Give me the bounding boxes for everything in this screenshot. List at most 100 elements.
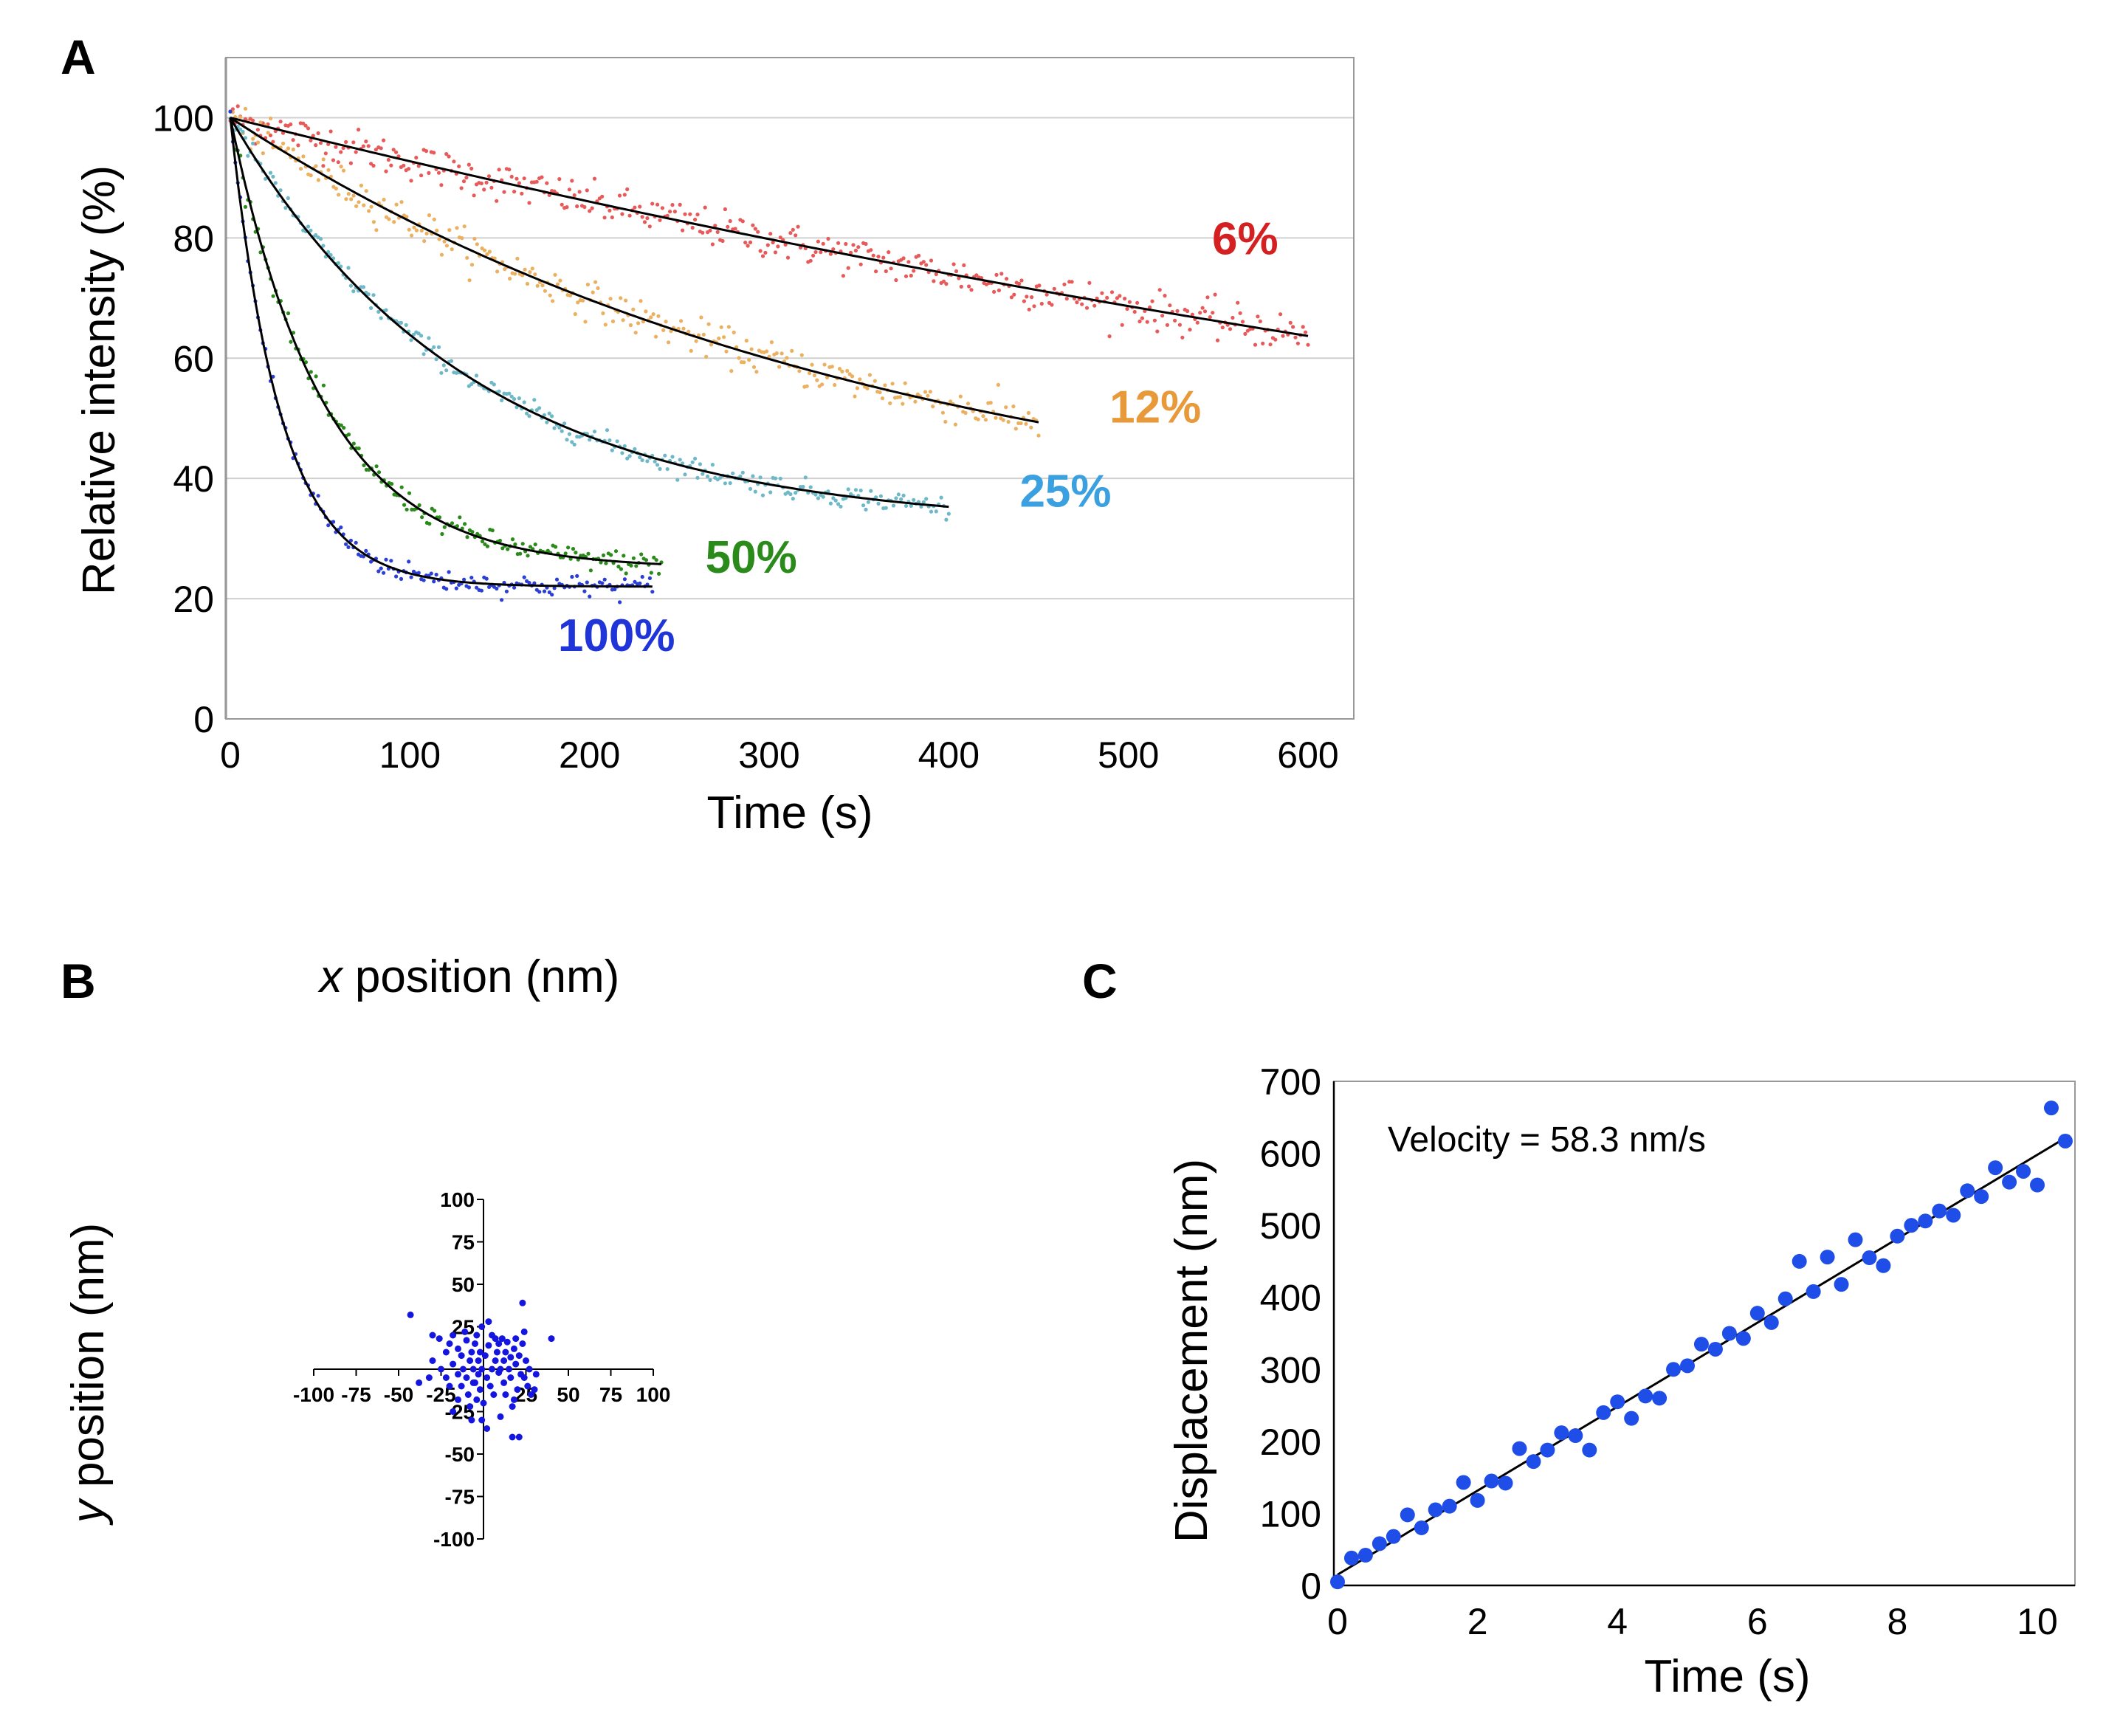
data-point xyxy=(336,160,340,165)
data-point xyxy=(718,475,723,480)
data-point xyxy=(344,197,348,202)
data-point xyxy=(429,571,433,576)
data-point xyxy=(455,524,460,528)
data-point xyxy=(446,1382,453,1390)
data-point xyxy=(414,156,419,160)
data-point xyxy=(551,299,555,303)
data-point xyxy=(839,504,843,509)
data-point xyxy=(1256,314,1260,319)
data-point xyxy=(532,1371,540,1378)
data-point xyxy=(346,192,351,196)
data-point xyxy=(631,556,636,560)
data-point xyxy=(548,293,552,297)
data-point xyxy=(396,154,401,159)
data-point xyxy=(640,574,644,579)
data-point xyxy=(405,507,409,512)
data-point xyxy=(532,398,537,402)
data-point xyxy=(562,421,567,426)
data-point xyxy=(384,308,388,312)
data-point xyxy=(901,256,906,261)
data-point xyxy=(874,269,878,274)
data-point xyxy=(728,218,732,224)
data-point xyxy=(1100,291,1104,295)
data-point xyxy=(695,213,700,217)
data-point xyxy=(465,255,469,260)
data-point xyxy=(506,547,510,551)
data-point xyxy=(572,193,577,198)
data-point xyxy=(404,323,408,327)
data-point xyxy=(883,383,887,388)
data-point xyxy=(519,1299,526,1306)
data-point xyxy=(489,1365,495,1373)
data-point xyxy=(348,538,353,542)
data-point xyxy=(514,405,519,410)
data-point xyxy=(690,225,695,230)
data-point xyxy=(251,141,255,145)
data-point xyxy=(255,140,261,145)
data-point xyxy=(774,351,779,356)
data-point xyxy=(1150,299,1154,303)
data-point xyxy=(1680,1358,1695,1374)
series-12pct-points xyxy=(228,106,1041,438)
data-point xyxy=(678,202,682,207)
data-point xyxy=(429,1332,436,1339)
data-point xyxy=(545,420,549,424)
data-point xyxy=(588,438,592,442)
data-point xyxy=(535,283,540,288)
x-tick-100: 100 xyxy=(636,1383,671,1406)
data-point xyxy=(1165,323,1169,327)
data-point xyxy=(1064,297,1069,301)
data-point xyxy=(351,140,356,145)
data-point xyxy=(867,373,872,377)
data-point xyxy=(830,365,834,369)
data-point xyxy=(503,1338,511,1346)
data-point xyxy=(926,393,930,398)
data-point xyxy=(1343,1550,1359,1566)
y-tick-80: 80 xyxy=(173,218,214,259)
data-point xyxy=(251,137,255,141)
data-point xyxy=(359,183,363,187)
data-point xyxy=(1568,1428,1583,1444)
data-point xyxy=(898,395,902,399)
data-point xyxy=(871,253,875,258)
data-point xyxy=(432,151,436,155)
data-point xyxy=(593,280,598,284)
data-point xyxy=(822,362,827,367)
data-point xyxy=(429,1357,436,1364)
x-tick-4: 4 xyxy=(1607,1601,1628,1642)
x-tick--100: -100 xyxy=(293,1383,334,1406)
data-point xyxy=(364,140,368,144)
data-point xyxy=(384,169,388,173)
data-point xyxy=(362,203,366,207)
data-point xyxy=(1974,1189,1989,1205)
data-point xyxy=(379,316,383,320)
data-point xyxy=(765,243,770,247)
data-point xyxy=(645,459,650,464)
data-point xyxy=(647,224,652,229)
data-point xyxy=(513,542,517,547)
data-point xyxy=(509,1403,516,1410)
data-point xyxy=(2002,1174,2017,1190)
data-point xyxy=(613,549,619,554)
data-point xyxy=(331,520,336,524)
data-point xyxy=(455,1345,461,1352)
data-point xyxy=(622,577,627,582)
data-point xyxy=(1062,282,1067,286)
panel-c-y-axis-title: Displacement (nm) xyxy=(1166,1159,1217,1543)
data-point xyxy=(672,210,678,214)
data-point xyxy=(342,426,346,430)
data-point xyxy=(678,458,682,462)
data-point xyxy=(469,1365,477,1373)
data-point xyxy=(888,401,892,406)
data-point xyxy=(447,154,451,159)
data-point xyxy=(1281,334,1285,338)
data-point xyxy=(645,216,650,221)
data-point xyxy=(503,267,507,272)
data-point xyxy=(309,173,313,178)
data-point xyxy=(487,249,492,254)
data-point xyxy=(954,269,959,274)
data-point xyxy=(554,545,558,549)
data-point xyxy=(962,263,966,267)
data-point xyxy=(1288,320,1293,325)
